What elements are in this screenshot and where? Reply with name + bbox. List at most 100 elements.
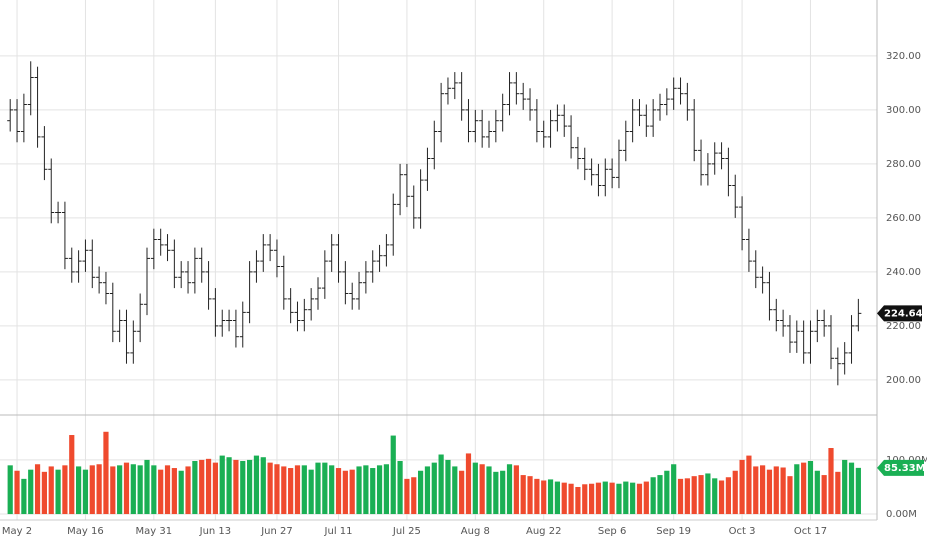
volume-bar xyxy=(315,462,321,515)
volume-bar xyxy=(21,478,27,515)
volume-bar xyxy=(452,466,458,515)
volume-bar xyxy=(370,468,376,515)
y-tick-label: 320.00 xyxy=(886,51,921,62)
volume-bar xyxy=(842,459,848,515)
volume-bar xyxy=(657,475,663,515)
last-volume-box xyxy=(877,459,924,476)
volume-bar xyxy=(725,477,731,515)
volume-bar xyxy=(260,457,266,515)
volume-bar xyxy=(342,470,348,515)
volume-bar xyxy=(705,473,711,515)
volume-bar xyxy=(760,465,766,515)
volume-bar xyxy=(418,470,424,515)
volume-bar xyxy=(103,431,109,515)
volume-bar xyxy=(500,470,506,515)
volume-bar xyxy=(281,466,287,515)
volume-bar xyxy=(718,480,725,515)
volume-bar xyxy=(595,482,602,515)
x-tick-label: Jul 11 xyxy=(324,526,353,537)
volume-bar xyxy=(814,470,820,515)
volume-bar xyxy=(55,469,61,515)
volume-bar xyxy=(780,467,786,515)
volume-bar xyxy=(746,455,752,515)
volume-bar xyxy=(677,478,684,515)
volume-bar xyxy=(62,465,68,515)
volume-bar xyxy=(445,459,451,515)
volume-bar xyxy=(411,477,417,515)
volume-bar xyxy=(294,465,301,515)
volume-bar xyxy=(636,483,643,515)
x-tick-label: Oct 3 xyxy=(729,526,756,537)
x-tick-label: May 2 xyxy=(2,526,32,537)
volume-bar xyxy=(431,462,437,515)
volume-bar xyxy=(349,469,355,515)
y-tick-label: 300.00 xyxy=(886,105,921,116)
volume-bar xyxy=(828,448,834,515)
volume-bar xyxy=(732,470,738,515)
volume-bar xyxy=(630,482,636,515)
volume-bar xyxy=(267,462,273,515)
volume-bar xyxy=(459,470,465,515)
volume-bar xyxy=(486,466,492,515)
volume-bar xyxy=(561,482,567,515)
volume-bar xyxy=(69,435,75,515)
volume-bar xyxy=(835,471,841,515)
volume-bar xyxy=(96,464,102,515)
volume-bar xyxy=(698,475,704,515)
volume-bar xyxy=(164,465,171,515)
volume-bar xyxy=(609,482,615,515)
volume-bar xyxy=(575,486,581,515)
volume-bar xyxy=(554,481,560,515)
volume-bar xyxy=(424,466,431,515)
y-tick-label: 220.00 xyxy=(886,321,921,332)
volume-bar xyxy=(123,462,130,515)
volume-bar xyxy=(356,466,362,515)
volume-bar xyxy=(288,468,294,515)
volume-bar xyxy=(568,483,574,515)
volume-bar xyxy=(14,470,20,515)
volume-bar xyxy=(363,465,369,515)
volume-bar xyxy=(117,465,123,515)
volume-bar xyxy=(691,476,697,515)
volume-bar xyxy=(821,475,827,515)
volume-bar xyxy=(171,468,177,515)
volume-bar xyxy=(541,480,547,515)
volume-bar xyxy=(178,470,184,515)
volume-bar xyxy=(589,483,595,515)
volume-bar xyxy=(465,453,472,515)
volume-bar xyxy=(438,454,444,515)
y-tick-label: 260.00 xyxy=(886,213,921,224)
volume-bar xyxy=(322,462,328,515)
volume-bar xyxy=(664,470,670,515)
volume-bar xyxy=(376,465,383,515)
x-tick-label: Oct 17 xyxy=(794,526,827,537)
volume-bar xyxy=(650,477,656,515)
y-tick-label: 280.00 xyxy=(886,159,921,170)
x-tick-label: Jul 25 xyxy=(392,526,421,537)
volume-bar xyxy=(301,465,307,515)
volume-bar xyxy=(110,466,116,515)
volume-bar xyxy=(493,471,499,515)
volume-bar xyxy=(130,464,136,515)
last-volume-label: 85.33M xyxy=(884,463,926,474)
volume-bar xyxy=(137,465,143,515)
volume-bar xyxy=(199,459,205,515)
volume-bar xyxy=(766,469,773,515)
last-price-label: 224.64 xyxy=(884,308,923,319)
volume-bar xyxy=(185,466,191,515)
volume-bar xyxy=(329,465,335,515)
volume-bar xyxy=(28,469,34,515)
volume-bar xyxy=(144,459,150,515)
volume-bar xyxy=(547,479,554,515)
volume-bar xyxy=(205,458,212,515)
volume-bar xyxy=(383,464,389,515)
volume-bar xyxy=(219,455,225,515)
volume-bar xyxy=(41,471,47,515)
x-tick-label: Sep 6 xyxy=(598,526,626,537)
volume-bar xyxy=(739,459,745,515)
volume-bar xyxy=(527,476,533,515)
volume-bar xyxy=(684,478,690,515)
volume-bar xyxy=(7,465,13,515)
